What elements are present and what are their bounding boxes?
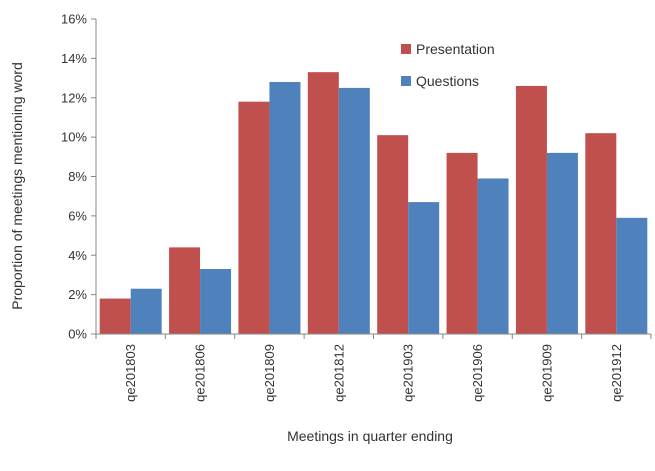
bar-presentation-qe201806	[169, 247, 201, 334]
bar-presentation-qe201906	[446, 152, 478, 334]
bar-presentation-qe201803	[99, 298, 131, 334]
legend-label-questions: Questions	[416, 73, 479, 89]
bar-questions-qe201809	[269, 82, 301, 334]
x-tick-label: qe201909	[539, 344, 554, 402]
bars-group	[99, 72, 648, 334]
bar-presentation-qe201812	[307, 72, 339, 334]
axes-group: 0% 2% 4% 6% 8% 10% 12% 14% 16% qe201803 qe201806 qe…	[61, 12, 652, 402]
bar-questions-qe201803	[130, 288, 162, 334]
x-tick-label: qe201812	[331, 344, 346, 402]
y-tick-label: 10%	[61, 130, 87, 145]
y-tick-label: 8%	[68, 169, 87, 184]
x-tick-label: qe201809	[262, 344, 277, 402]
x-tick-label: qe201803	[123, 344, 138, 402]
legend: Presentation Questions	[401, 41, 495, 89]
bar-questions-qe201906	[477, 178, 509, 334]
x-tick-label: qe201903	[401, 344, 416, 402]
y-tick-label: 14%	[61, 51, 87, 66]
x-tick-label: qe201906	[470, 344, 485, 402]
y-tick-label: 6%	[68, 208, 87, 223]
legend-swatch-presentation	[401, 44, 411, 54]
y-tick-label: 2%	[68, 287, 87, 302]
y-tick-label: 4%	[68, 248, 87, 263]
y-tick-label: 16%	[61, 12, 87, 27]
y-tick-label: 0%	[68, 327, 87, 342]
x-tick-label: qe201806	[193, 344, 208, 402]
bar-presentation-qe201912	[585, 133, 617, 334]
x-tick-label: qe201912	[609, 344, 624, 402]
bar-questions-qe201903	[408, 202, 440, 334]
x-axis-title: Meetings in quarter ending	[287, 428, 453, 444]
bar-presentation-qe201903	[377, 135, 409, 334]
bar-questions-qe201912	[616, 217, 648, 334]
legend-swatch-questions	[401, 76, 411, 86]
y-axis-title: Proportion of meetings mentioning word	[9, 62, 25, 309]
bar-presentation-qe201809	[238, 101, 270, 334]
bar-questions-qe201909	[546, 152, 578, 334]
y-tick-label: 12%	[61, 90, 87, 105]
bar-questions-qe201806	[200, 269, 232, 334]
legend-label-presentation: Presentation	[416, 41, 495, 57]
bar-questions-qe201812	[338, 87, 370, 334]
bar-presentation-qe201909	[515, 85, 547, 334]
